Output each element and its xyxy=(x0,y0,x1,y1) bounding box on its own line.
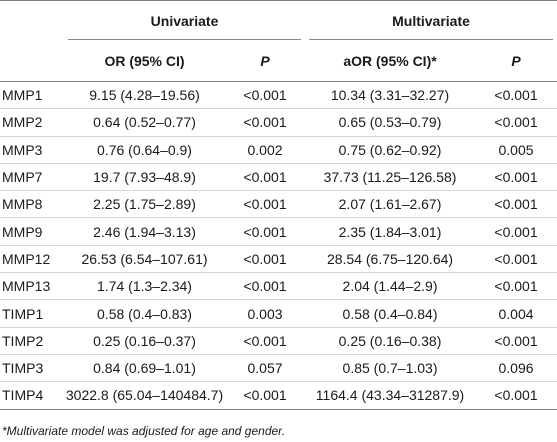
cell-p-univariate: 0.003 xyxy=(225,299,306,328)
cell-p-multivariate: <0.001 xyxy=(475,381,557,410)
table-row: TIMP2 0.25 (0.16–0.37) <0.001 0.25 (0.16–0.… xyxy=(0,327,557,355)
header-or-ci: OR (95% CI) xyxy=(64,41,225,82)
table-row: MMP3 0.76 (0.64–0.9) 0.002 0.75 (0.62–0.92)… xyxy=(0,136,557,164)
cell-marker-name: TIMP2 xyxy=(0,327,64,355)
cell-aor-ci: 2.35 (1.84–3.01) xyxy=(305,217,476,246)
table-row: TIMP4 3022.8 (65.04–140484.7) <0.001 1164.4… xyxy=(0,381,557,410)
column-header-row: OR (95% CI) P aOR (95% CI)* P xyxy=(0,41,557,82)
table-row: MMP1 9.15 (4.28–19.56) <0.001 10.34 (3.31–3… xyxy=(0,81,557,110)
cell-marker-name: TIMP4 xyxy=(0,381,64,410)
cell-marker-name: MMP2 xyxy=(0,108,64,137)
cell-aor-ci: 37.73 (11.25–126.58) xyxy=(305,163,476,192)
cell-or-ci: 0.84 (0.69–1.01) xyxy=(64,354,225,383)
cell-p-multivariate: <0.001 xyxy=(475,327,557,355)
group-header-multivariate: Multivariate xyxy=(305,0,557,41)
cell-p-univariate: <0.001 xyxy=(225,163,306,192)
cell-or-ci: 9.15 (4.28–19.56) xyxy=(64,81,225,110)
cell-p-multivariate: <0.001 xyxy=(475,81,557,110)
header-name-blank xyxy=(0,41,64,82)
header-p-multivariate: P xyxy=(475,41,557,82)
cell-p-univariate: <0.001 xyxy=(225,272,306,301)
cell-p-multivariate: <0.001 xyxy=(475,245,557,274)
header-p-univariate: P xyxy=(225,41,306,82)
table-row: MMP9 2.46 (1.94–3.13) <0.001 2.35 (1.84–3.0… xyxy=(0,217,557,246)
cell-p-multivariate: <0.001 xyxy=(475,163,557,192)
cell-marker-name: MMP7 xyxy=(0,163,64,192)
cell-p-univariate: <0.001 xyxy=(225,327,306,355)
cell-aor-ci: 0.65 (0.53–0.79) xyxy=(305,108,476,137)
cell-or-ci: 0.25 (0.16–0.37) xyxy=(64,327,225,355)
cell-marker-name: TIMP3 xyxy=(0,354,64,383)
cell-p-multivariate: 0.004 xyxy=(475,299,557,328)
cell-or-ci: 26.53 (6.54–107.61) xyxy=(64,245,225,274)
cell-aor-ci: 2.04 (1.44–2.9) xyxy=(305,272,476,301)
cell-or-ci: 0.76 (0.64–0.9) xyxy=(64,136,225,164)
cell-p-univariate: <0.001 xyxy=(225,81,306,110)
table-row: TIMP3 0.84 (0.69–1.01) 0.057 0.85 (0.7–1.03… xyxy=(0,354,557,383)
cell-p-multivariate: 0.096 xyxy=(475,354,557,383)
cell-marker-name: MMP8 xyxy=(0,190,64,219)
cell-aor-ci: 0.85 (0.7–1.03) xyxy=(305,354,476,383)
cell-or-ci: 2.46 (1.94–3.13) xyxy=(64,217,225,246)
cell-marker-name: MMP1 xyxy=(0,81,64,110)
cell-p-univariate: <0.001 xyxy=(225,217,306,246)
cell-or-ci: 0.64 (0.52–0.77) xyxy=(64,108,225,137)
table-row: MMP7 19.7 (7.93–48.9) <0.001 37.73 (11.25–1… xyxy=(0,163,557,192)
cell-aor-ci: 1164.4 (43.34–31287.9) xyxy=(305,381,476,410)
header-aor-ci: aOR (95% CI)* xyxy=(305,41,476,82)
cell-p-univariate: <0.001 xyxy=(225,245,306,274)
cell-or-ci: 2.25 (1.75–2.89) xyxy=(64,190,225,219)
table-footnote: *Multivariate model was adjusted for age… xyxy=(2,424,286,438)
table-body: MMP1 9.15 (4.28–19.56) <0.001 10.34 (3.31–3… xyxy=(0,81,557,410)
cell-aor-ci: 10.34 (3.31–32.27) xyxy=(305,81,476,110)
cell-marker-name: MMP13 xyxy=(0,272,64,301)
cell-p-univariate: 0.057 xyxy=(225,354,306,383)
cell-or-ci: 1.74 (1.3–2.34) xyxy=(64,272,225,301)
cell-p-univariate: <0.001 xyxy=(225,108,306,137)
group-header-row: Univariate Multivariate xyxy=(0,0,557,41)
cell-marker-name: TIMP1 xyxy=(0,299,64,328)
cell-p-univariate: <0.001 xyxy=(225,190,306,219)
cell-marker-name: MMP3 xyxy=(0,136,64,164)
table-row: MMP8 2.25 (1.75–2.89) <0.001 2.07 (1.61–2.6… xyxy=(0,190,557,219)
table-row: TIMP1 0.58 (0.4–0.83) 0.003 0.58 (0.4–0.84)… xyxy=(0,299,557,328)
cell-p-multivariate: <0.001 xyxy=(475,217,557,246)
cell-p-univariate: 0.002 xyxy=(225,136,306,164)
table-row: MMP13 1.74 (1.3–2.34) <0.001 2.04 (1.44–2.9… xyxy=(0,272,557,301)
group-header-univariate: Univariate xyxy=(64,0,306,41)
cell-aor-ci: 0.25 (0.16–0.38) xyxy=(305,327,476,355)
cell-p-multivariate: <0.001 xyxy=(475,272,557,301)
table-row: MMP12 26.53 (6.54–107.61) <0.001 28.54 (6.7… xyxy=(0,245,557,274)
cell-or-ci: 19.7 (7.93–48.9) xyxy=(64,163,225,192)
cell-or-ci: 3022.8 (65.04–140484.7) xyxy=(64,381,225,410)
cell-p-multivariate: <0.001 xyxy=(475,190,557,219)
cell-or-ci: 0.58 (0.4–0.83) xyxy=(64,299,225,328)
group-label-multivariate: Multivariate xyxy=(309,13,554,40)
odds-ratio-table: Univariate Multivariate OR (95% CI) P aO… xyxy=(0,0,557,410)
cell-marker-name: MMP12 xyxy=(0,245,64,274)
cell-aor-ci: 0.58 (0.4–0.84) xyxy=(305,299,476,328)
cell-p-univariate: <0.001 xyxy=(225,381,306,410)
cell-p-multivariate: <0.001 xyxy=(475,108,557,137)
cell-aor-ci: 28.54 (6.75–120.64) xyxy=(305,245,476,274)
cell-p-multivariate: 0.005 xyxy=(475,136,557,164)
cell-aor-ci: 0.75 (0.62–0.92) xyxy=(305,136,476,164)
table-row: MMP2 0.64 (0.52–0.77) <0.001 0.65 (0.53–0.7… xyxy=(0,108,557,137)
group-label-univariate: Univariate xyxy=(68,13,302,40)
header-blank xyxy=(0,0,64,41)
cell-aor-ci: 2.07 (1.61–2.67) xyxy=(305,190,476,219)
cell-marker-name: MMP9 xyxy=(0,217,64,246)
